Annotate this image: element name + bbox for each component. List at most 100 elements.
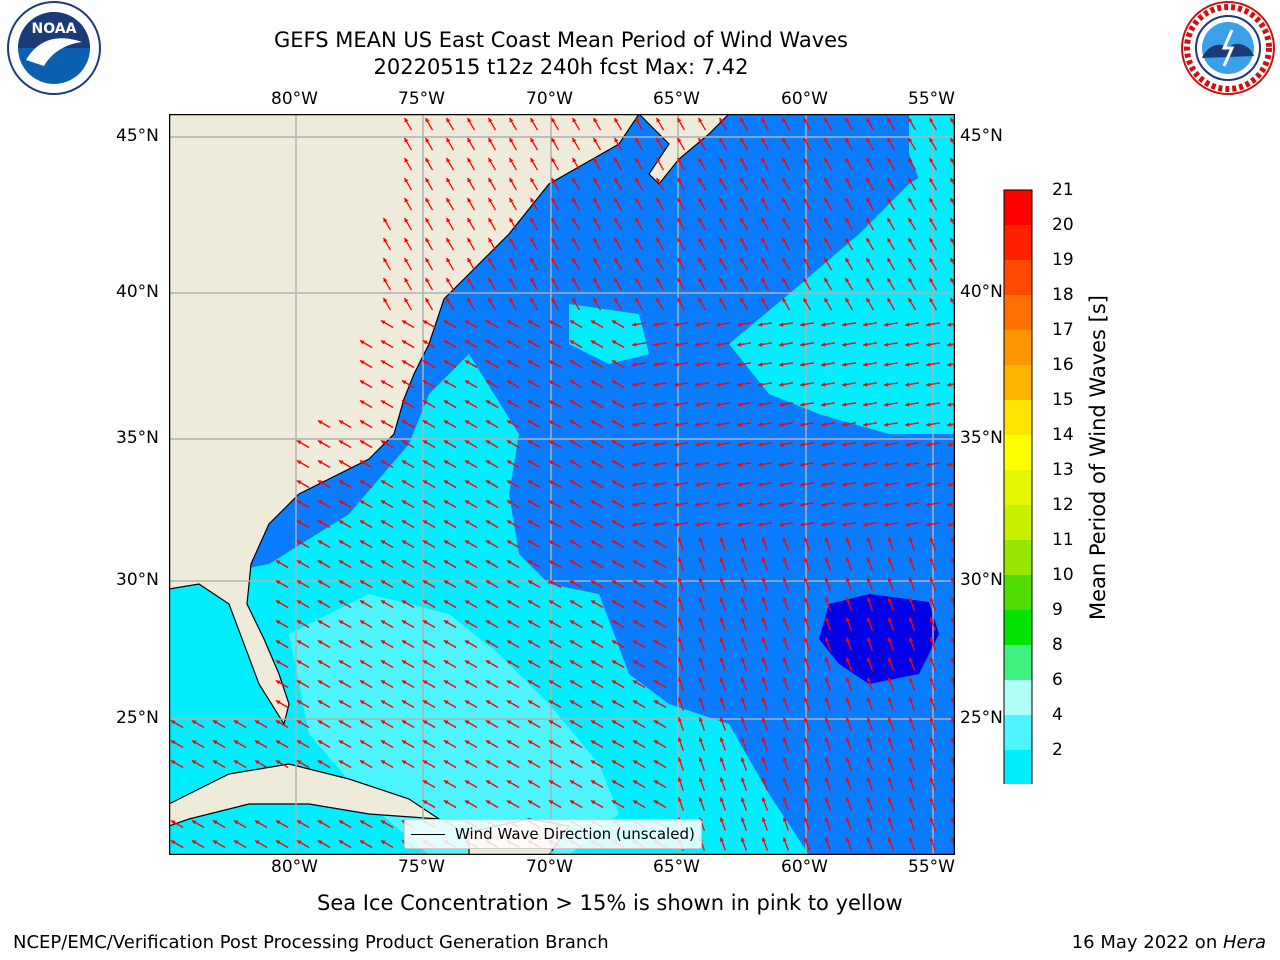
- colorbar-canvas: [1003, 189, 1033, 784]
- wave-direction-arrowhead: [866, 617, 871, 622]
- wave-direction-arrowhead: [338, 840, 344, 845]
- wave-direction-arrowhead: [824, 737, 829, 742]
- wave-direction-arrowhead: [401, 320, 407, 325]
- wave-direction-arrowhead: [737, 382, 742, 387]
- wave-direction-arrowhead: [509, 157, 514, 163]
- wave-direction-arrowhead: [632, 462, 637, 467]
- wave-direction-arrowhead: [656, 277, 661, 283]
- colorbar-segment: [1004, 680, 1032, 715]
- wave-direction-arrowhead: [632, 482, 637, 487]
- colorbar-tick-label: 21: [1052, 180, 1074, 200]
- wave-direction-arrowhead: [653, 540, 659, 545]
- wave-direction-arrowhead: [821, 502, 826, 507]
- wave-direction-arrowhead: [380, 500, 386, 505]
- wave-direction-arrowhead: [950, 557, 954, 562]
- wave-direction-arrowhead: [530, 277, 535, 283]
- wave-direction-arrowhead: [401, 340, 407, 345]
- wave-direction-arrowhead: [551, 117, 556, 123]
- wave-direction-arrowhead: [233, 740, 239, 745]
- wave-direction-arrowhead: [803, 177, 808, 183]
- wave-direction-arrowhead: [614, 257, 619, 263]
- wave-direction-arrowhead: [653, 402, 658, 407]
- wave-direction-arrowhead: [803, 197, 808, 203]
- wave-direction-arrowhead: [821, 482, 826, 487]
- wave-direction-arrowhead: [527, 640, 533, 645]
- wave-direction-arrowhead: [698, 137, 703, 143]
- wave-direction-arrowhead: [653, 462, 658, 467]
- wave-direction-arrowhead: [719, 757, 724, 762]
- wave-direction-arrowhead: [677, 557, 682, 562]
- wave-direction-arrowhead: [551, 297, 556, 303]
- wave-direction-arrowhead: [593, 257, 598, 263]
- wave-direction-arrowhead: [719, 637, 724, 642]
- wave-direction-arrowhead: [590, 380, 596, 385]
- wave-direction-arrowhead: [866, 297, 871, 303]
- wave-direction-arrowhead: [782, 237, 787, 243]
- wave-direction-arrowhead: [359, 560, 365, 565]
- wave-direction-arrowhead: [359, 680, 365, 685]
- wave-direction-arrowhead: [803, 157, 808, 163]
- wave-direction-arrowhead: [905, 502, 910, 507]
- wave-direction-arrowhead: [422, 760, 428, 765]
- wave-direction-arrowhead: [275, 720, 281, 725]
- wave-direction-arrowhead: [404, 177, 409, 183]
- wave-direction-arrowhead: [338, 700, 344, 705]
- wave-direction-arrowhead: [863, 462, 868, 467]
- wave-direction-arrowhead: [488, 237, 493, 243]
- wave-direction-arrowhead: [359, 540, 365, 545]
- wave-direction-arrowhead: [380, 740, 386, 745]
- wave-direction-arrowhead: [632, 720, 638, 725]
- wave-direction-arrowhead: [425, 117, 430, 123]
- wave-direction-arrowhead: [527, 600, 533, 605]
- wave-direction-arrowhead: [548, 320, 554, 325]
- wave-direction-arrowhead: [929, 777, 934, 782]
- wave-direction-arrowhead: [569, 460, 575, 465]
- wave-direction-arrowhead: [401, 740, 407, 745]
- wave-direction-arrowhead: [569, 700, 575, 705]
- wave-direction-arrowhead: [866, 837, 871, 842]
- wave-direction-arrowhead: [425, 217, 430, 223]
- wave-direction-arrowhead: [383, 257, 388, 263]
- wave-direction-arrowhead: [611, 760, 617, 765]
- colorbar-segment: [1004, 260, 1032, 295]
- wave-direction-arrowhead: [383, 297, 388, 303]
- wave-direction-arrowhead: [572, 297, 577, 303]
- wave-direction-arrowhead: [275, 700, 281, 705]
- wave-direction-arrowhead: [758, 482, 763, 487]
- wave-direction-arrowhead: [338, 480, 344, 485]
- wave-direction-arrowhead: [758, 442, 763, 447]
- wave-direction-arrowhead: [929, 837, 934, 842]
- wave-direction-arrowhead: [527, 760, 533, 765]
- wave-direction-arrowhead: [908, 677, 913, 682]
- wave-direction-arrowhead: [254, 740, 260, 745]
- wave-direction-arrowhead: [632, 580, 638, 585]
- wave-direction-arrowhead: [338, 580, 344, 585]
- wave-direction-arrowhead: [254, 720, 260, 725]
- wave-direction-arrowhead: [758, 462, 763, 467]
- wave-direction-arrowhead: [719, 137, 724, 143]
- wave-direction-arrowhead: [359, 720, 365, 725]
- wave-direction-arrowhead: [464, 540, 470, 545]
- lon-label-top-65w: 65°W: [653, 89, 700, 109]
- wave-direction-arrowhead: [677, 297, 682, 303]
- lon-label-bottom-70w: 70°W: [526, 857, 573, 877]
- wave-direction-arrowhead: [884, 342, 889, 347]
- wave-direction-arrowhead: [698, 637, 703, 642]
- wave-direction-arrowhead: [359, 700, 365, 705]
- wave-direction-arrowhead: [338, 620, 344, 625]
- wave-direction-arrowhead: [527, 740, 533, 745]
- wave-direction-arrowhead: [443, 380, 449, 385]
- wave-direction-arrowhead: [929, 597, 934, 602]
- wave-direction-arrowhead: [593, 297, 598, 303]
- wave-direction-arrowhead: [614, 237, 619, 243]
- wave-direction-arrowhead: [719, 697, 724, 702]
- wave-direction-arrowhead: [842, 522, 847, 527]
- wave-direction-arrowhead: [908, 797, 913, 802]
- wave-direction-arrowhead: [887, 557, 892, 562]
- wave-direction-arrowhead: [569, 720, 575, 725]
- wave-direction-arrowhead: [800, 442, 805, 447]
- wave-direction-arrowhead: [842, 342, 847, 347]
- wave-direction-arrowhead: [635, 217, 640, 223]
- wave-direction-arrowhead: [947, 362, 952, 367]
- wave-direction-arrowhead: [551, 197, 556, 203]
